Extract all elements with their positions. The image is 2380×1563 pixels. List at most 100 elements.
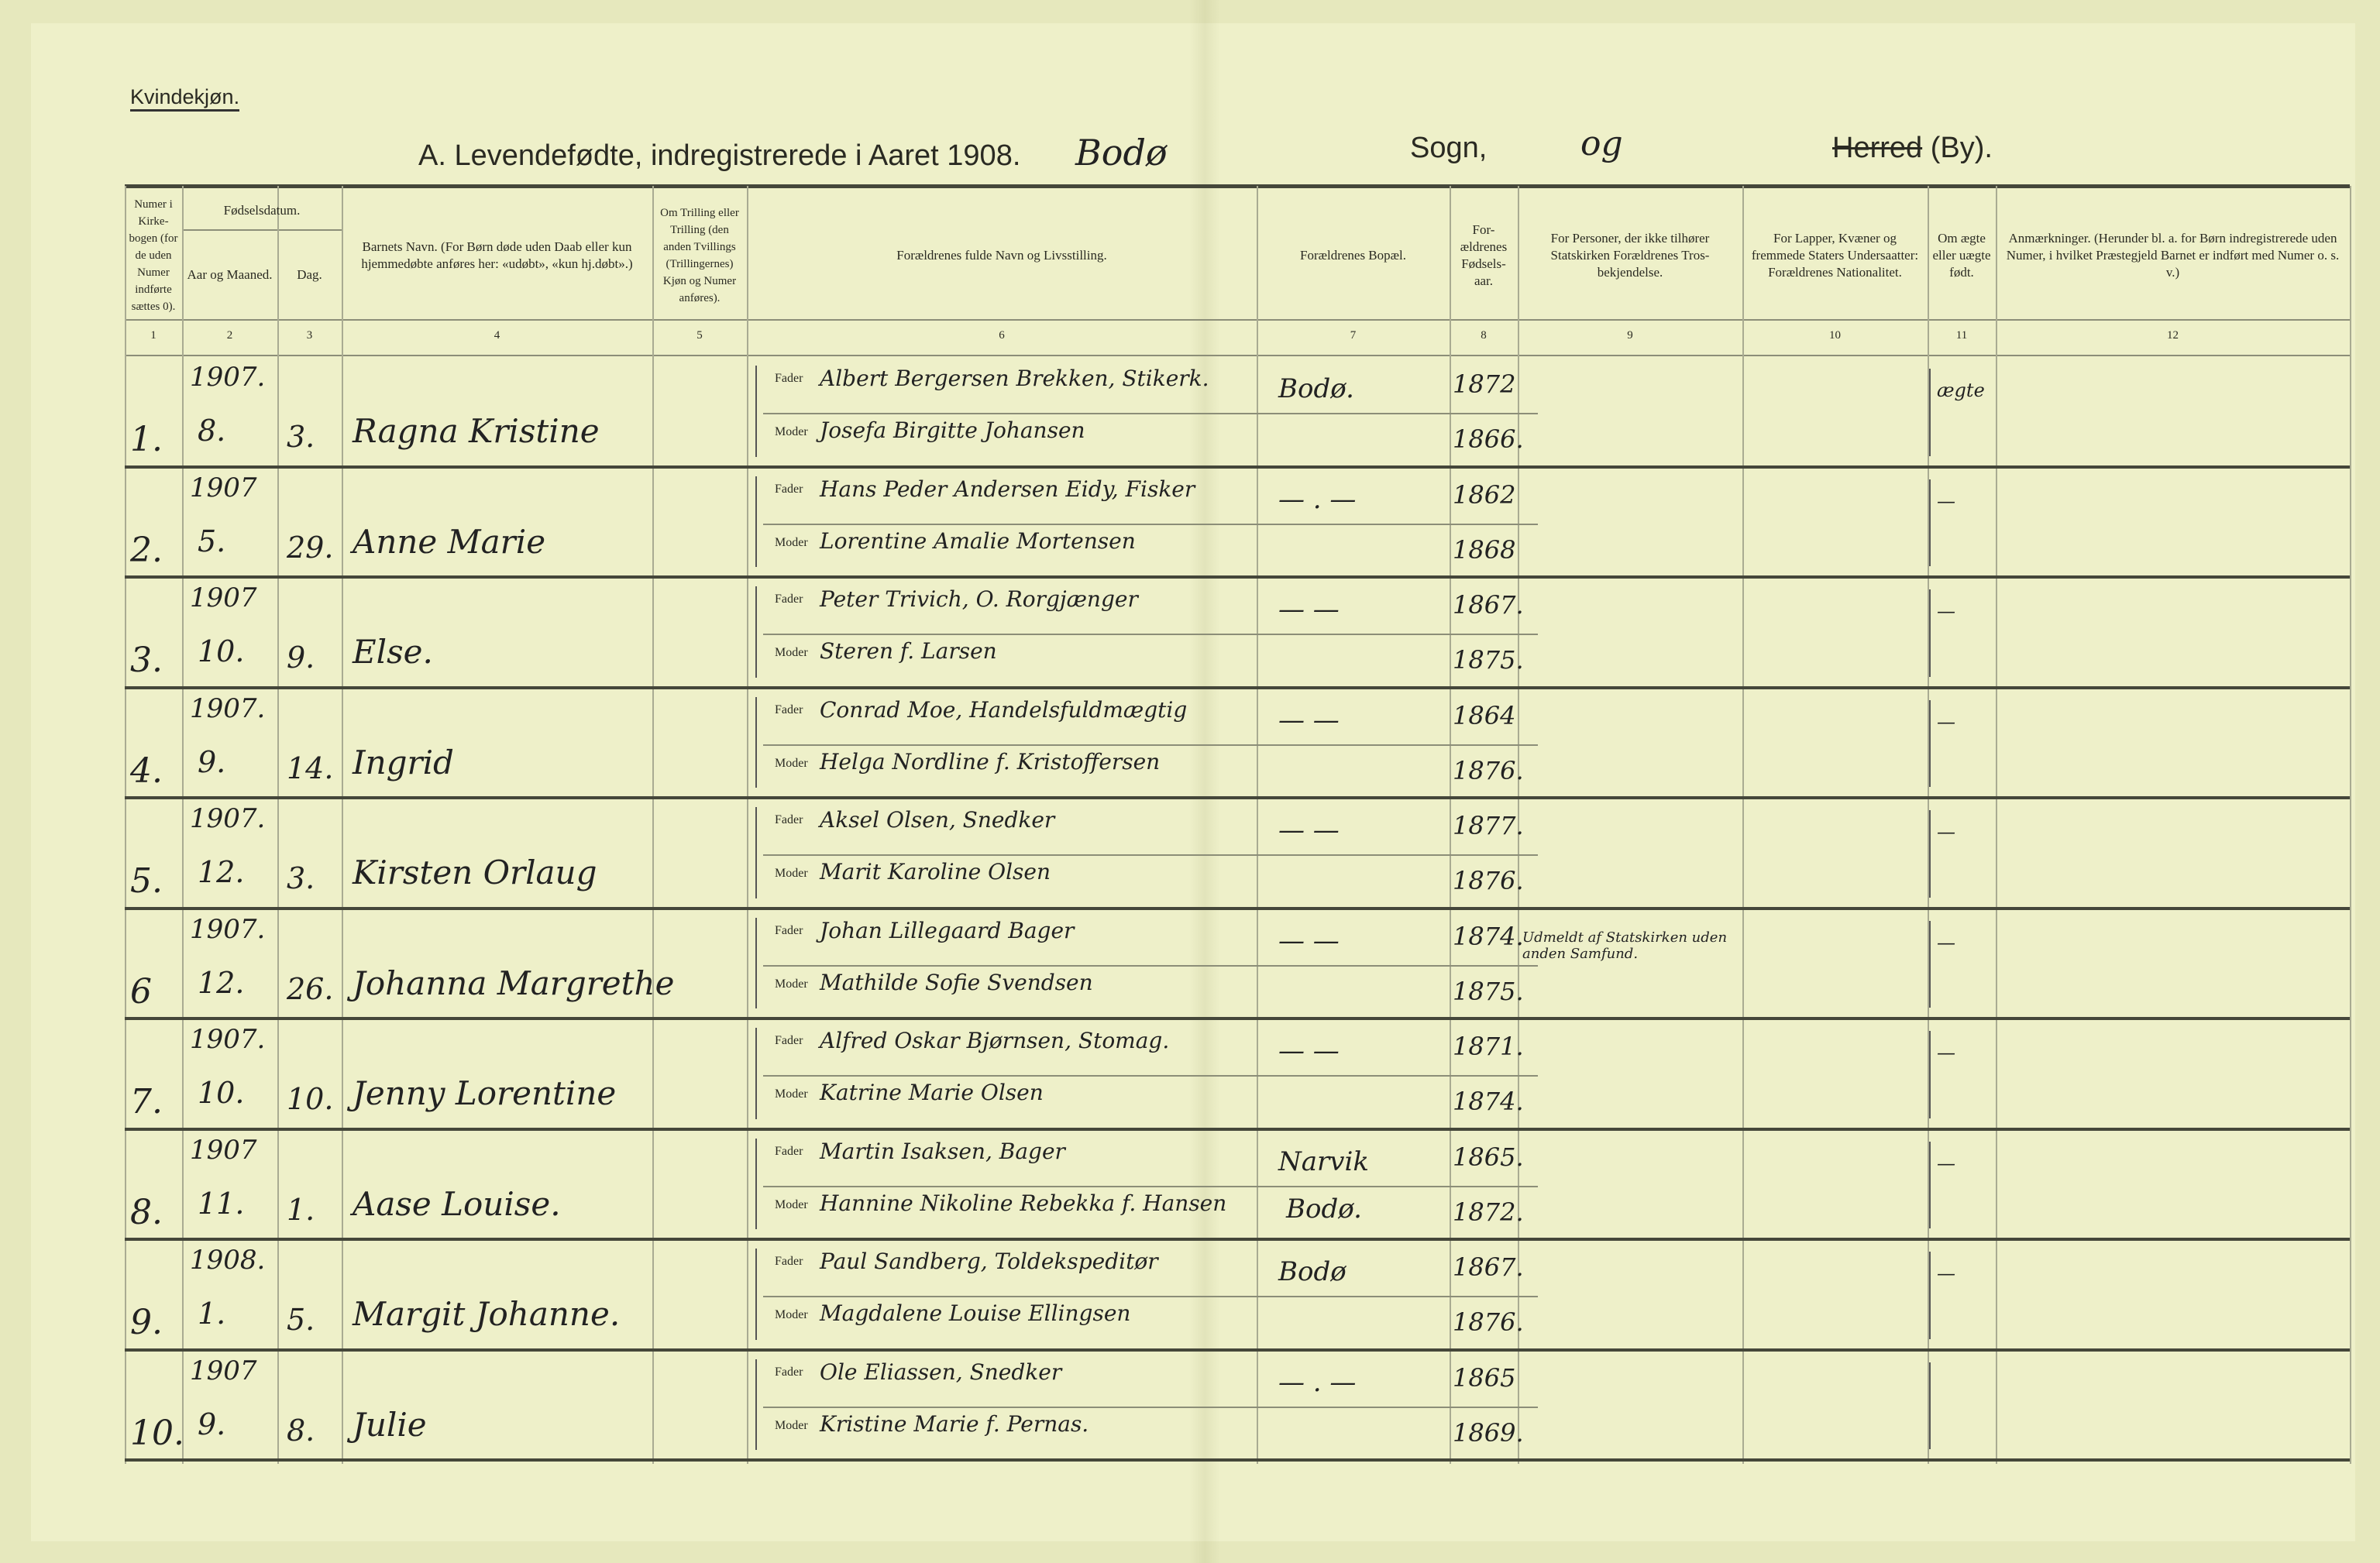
fader-moder-rule — [763, 413, 1538, 415]
bracket-legit — [1929, 1252, 1935, 1339]
birth-year: 1907 — [190, 1134, 257, 1166]
gender-label: Kvindekjøn. — [130, 85, 240, 112]
row-rule — [125, 1458, 2350, 1462]
child-name: Jenny Lorentine — [353, 1074, 617, 1112]
bracket — [755, 1138, 762, 1229]
father-name: Albert Bergersen Brekken, Stikerk. — [820, 366, 1209, 391]
entry-number: 6 — [130, 971, 152, 1012]
fader-moder-rule — [763, 1075, 1538, 1077]
column-divider — [1450, 186, 1451, 1464]
birth-day: 1. — [287, 1192, 315, 1227]
residence-father: Bodø. — [1278, 373, 1354, 404]
entry-number: 4. — [130, 751, 163, 791]
mother-name: Helga Nordline f. Kristoffersen — [820, 748, 1161, 775]
bracket-legit — [1929, 699, 1935, 787]
bracket-legit — [1929, 1362, 1935, 1449]
father-birth-year: 1865 — [1453, 1362, 1516, 1393]
moder-label: Moder — [775, 977, 808, 991]
row-rule — [125, 1127, 2350, 1131]
column-number: 6 — [999, 329, 1005, 342]
child-name: Julie — [353, 1405, 427, 1444]
father-name: Conrad Moe, Handelsfuldmægtig — [820, 696, 1188, 723]
mother-name: Magdalene Louise Ellingsen — [820, 1300, 1131, 1327]
moder-label: Moder — [775, 535, 808, 549]
entry-number: 10. — [130, 1413, 184, 1453]
birth-year: 1907. — [190, 362, 266, 393]
legitimacy: — — [1937, 710, 1955, 733]
residence-mother: Bodø. — [1286, 1193, 1362, 1225]
bracket-legit — [1929, 479, 1935, 566]
column-divider — [1928, 186, 1929, 1464]
column-header-8: For-ældrenes Fødsels-aar. — [1460, 222, 1508, 288]
mother-birth-year: 1876. — [1453, 1307, 1524, 1338]
birth-month: 12. — [198, 965, 245, 1000]
residence-father: — — — [1278, 704, 1340, 736]
place-handwritten: Bodø — [1075, 132, 1168, 173]
moder-label: Moder — [775, 1308, 808, 1322]
child-name: Johanna Margrethe — [353, 964, 675, 1002]
bracket — [755, 366, 762, 457]
mother-birth-year: 1868 — [1453, 534, 1516, 565]
column-divider — [1742, 186, 1744, 1464]
birth-month: 10. — [198, 634, 245, 668]
row-rule — [125, 575, 2350, 579]
column-header-6: Forældrenes fulde Navn og Livsstilling. — [896, 248, 1107, 263]
legitimacy: — — [1937, 1152, 1955, 1174]
column-number: 3 — [306, 329, 313, 342]
birth-year: 1907 — [190, 582, 257, 613]
row-rule — [125, 685, 2350, 689]
column-header-9: For Personer, der ikke tilhører Statskir… — [1550, 231, 1710, 280]
mother-birth-year: 1874. — [1453, 1087, 1524, 1117]
column-header-7: Forældrenes Bopæl. — [1300, 248, 1406, 263]
birth-day: 3. — [287, 861, 315, 895]
moder-label: Moder — [775, 646, 808, 660]
father-birth-year: 1867. — [1453, 590, 1524, 620]
birth-month: 10. — [198, 1076, 245, 1110]
father-name: Hans Peder Andersen Eidy, Fisker — [820, 476, 1195, 502]
mother-name: Josefa Birgitte Johansen — [820, 417, 1085, 444]
birth-month: 9. — [198, 1407, 226, 1441]
column-header-2: Aar og Maaned. — [187, 267, 273, 282]
birth-month: 5. — [198, 524, 226, 558]
page-title: A. Levendefødte, indregistrerede i Aaret… — [418, 132, 1168, 173]
column-number: 10 — [1829, 329, 1841, 342]
fader-label: Fader — [775, 1255, 803, 1268]
column-divider — [125, 186, 126, 1464]
father-name: Aksel Olsen, Snedker — [820, 807, 1055, 833]
birth-year: 1907 — [190, 1355, 257, 1386]
mother-name: Hannine Nikoline Rebekka f. Hansen — [820, 1190, 1227, 1216]
bracket — [755, 917, 762, 1008]
column-number: 5 — [696, 329, 703, 342]
child-name: Else. — [353, 633, 433, 671]
residence-father: — — — [1278, 1036, 1340, 1067]
page-fold — [1189, 0, 1220, 1563]
by-label: (By). — [1930, 132, 1993, 164]
sogn-handwritten: og — [1580, 124, 1623, 163]
fader-moder-rule — [763, 964, 1538, 967]
moder-label: Moder — [775, 756, 808, 770]
bracket — [755, 586, 762, 678]
father-birth-year: 1874. — [1453, 921, 1524, 951]
residence-father: — — — [1278, 815, 1340, 846]
mother-name: Steren f. Larsen — [820, 638, 997, 665]
title-text: A. Levendefødte, indregistrerede i Aaret… — [418, 139, 1021, 172]
birth-day: 5. — [287, 1303, 315, 1337]
bracket-legit — [1929, 589, 1935, 677]
bracket-legit — [1929, 1141, 1935, 1228]
bracket-legit — [1929, 810, 1935, 898]
fader-moder-rule — [763, 1296, 1538, 1298]
entry-number: 1. — [130, 420, 163, 459]
entry-number: 9. — [130, 1303, 163, 1342]
fader-moder-rule — [763, 1185, 1538, 1187]
birth-month: 12. — [198, 855, 245, 889]
birth-year: 1907. — [190, 1024, 266, 1055]
father-birth-year: 1864 — [1453, 700, 1516, 730]
header-bottom-rule — [125, 319, 2350, 321]
column-divider — [1996, 186, 1997, 1464]
column-header-11: Om ægte eller uægte født. — [1932, 231, 1991, 280]
column-header-10: For Lapper, Kvæner og fremmede Staters U… — [1751, 231, 1919, 280]
legitimacy: — — [1937, 490, 1955, 512]
father-name: Johan Lillegaard Bager — [820, 917, 1075, 943]
child-name: Aase Louise. — [353, 1184, 561, 1223]
birth-day: 9. — [287, 641, 315, 675]
